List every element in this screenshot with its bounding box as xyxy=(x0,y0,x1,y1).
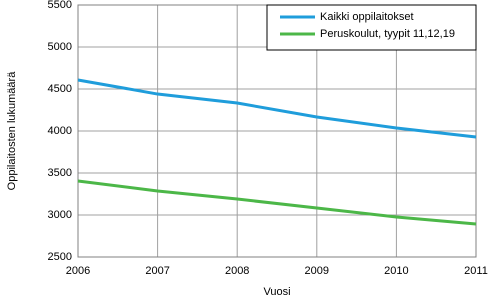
y-axis-title: Oppilaitosten lukumäärä xyxy=(6,71,18,191)
x-tick-label: 2007 xyxy=(145,265,169,277)
x-tick-label: 2011 xyxy=(464,265,488,277)
x-axis-title: Vuosi xyxy=(263,286,290,298)
y-tick-label: 4000 xyxy=(48,125,72,137)
y-tick-label: 3500 xyxy=(48,167,72,179)
legend-label: Kaikki oppilaitokset xyxy=(320,11,414,23)
y-tick-label: 4500 xyxy=(48,83,72,95)
y-tick-label: 5000 xyxy=(48,41,72,53)
x-tick-label: 2010 xyxy=(384,265,408,277)
y-tick-label: 3000 xyxy=(48,209,72,221)
series-line xyxy=(77,78,477,139)
x-tick-label: 2006 xyxy=(66,265,90,277)
series-line xyxy=(77,179,477,226)
y-tick-label: 5500 xyxy=(48,0,72,11)
legend-label: Peruskoulut, tyypit 11,12,19 xyxy=(320,28,455,40)
legend-box xyxy=(266,4,477,51)
x-tick-label: 2008 xyxy=(225,265,249,277)
y-tick-label: 2500 xyxy=(48,251,72,263)
x-tick-label: 2009 xyxy=(305,265,329,277)
